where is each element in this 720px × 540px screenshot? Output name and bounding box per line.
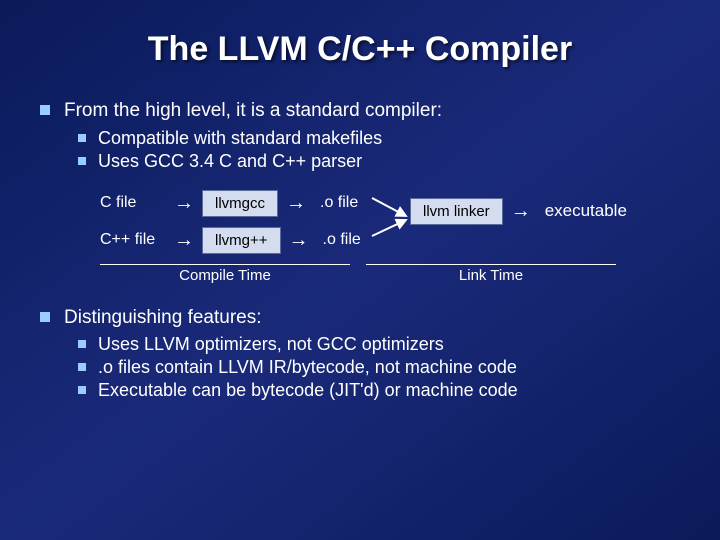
o-file-label: .o file [323,231,361,249]
llvmgpp-box: llvmg++ [202,227,281,254]
arrow-icon: → [289,229,309,252]
intro-bullet: From the high level, it is a standard co… [40,99,680,124]
bullet-icon [78,386,86,394]
bullet-icon [78,363,86,371]
llvm-linker-box: llvm linker [410,198,503,225]
cpp-file-label: C++ file [100,231,166,249]
features-bullet: Distinguishing features: [40,306,680,331]
arrow-icon: → [286,192,306,215]
linker-group: llvm linker → executable [410,198,633,225]
bullet-icon [78,157,86,165]
c-file-label: C file [100,194,166,212]
features-sub-text-1: .o files contain LLVM IR/bytecode, not m… [98,357,517,378]
bullet-icon [78,340,86,348]
features-sub-0: Uses LLVM optimizers, not GCC optimizers [78,334,680,355]
bullet-icon [78,134,86,142]
bullet-icon [40,105,50,115]
stage-labels: Compile Time Link Time [100,264,680,284]
merge-arrows-icon [372,194,412,244]
executable-label: executable [545,201,627,221]
intro-sub-1: Uses GCC 3.4 C and C++ parser [78,151,680,172]
features-text: Distinguishing features: [64,306,262,331]
intro-text: From the high level, it is a standard co… [64,99,442,124]
intro-sub-text-1: Uses GCC 3.4 C and C++ parser [98,151,362,172]
link-time-label: Link Time [459,267,523,284]
arrow-icon: → [174,229,194,252]
features-sub-1: .o files contain LLVM IR/bytecode, not m… [78,357,680,378]
compile-time-label: Compile Time [179,267,271,284]
llvmgcc-box: llvmgcc [202,190,278,217]
slide-title: The LLVM C/C++ Compiler [40,30,680,69]
features-sub-text-0: Uses LLVM optimizers, not GCC optimizers [98,334,444,355]
intro-sub-text-0: Compatible with standard makefiles [98,128,382,149]
bullet-icon [40,312,50,322]
arrow-icon: → [174,192,194,215]
o-file-label: .o file [320,194,358,212]
features-sub-2: Executable can be bytecode (JIT'd) or ma… [78,380,680,401]
features-sub-text-2: Executable can be bytecode (JIT'd) or ma… [98,380,518,401]
pipeline-diagram: C file → llvmgcc → .o file C++ file → ll… [100,190,680,254]
arrow-icon: → [511,200,531,223]
intro-sub-0: Compatible with standard makefiles [78,128,680,149]
